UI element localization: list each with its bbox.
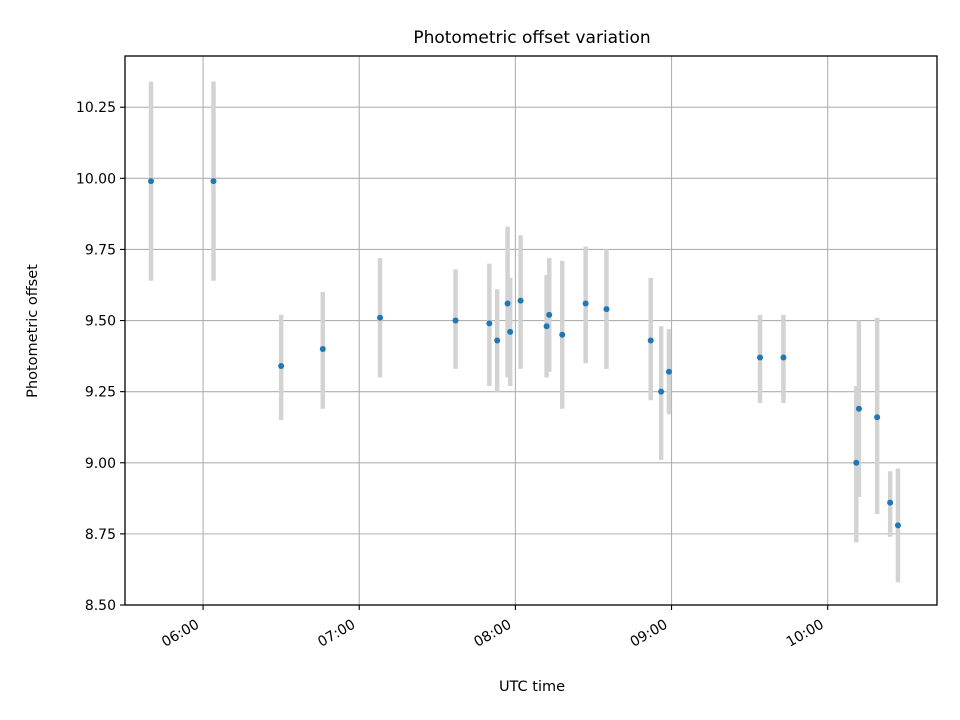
data-point	[887, 499, 894, 506]
y-axis-label: Photometric offset	[25, 264, 41, 398]
x-axis-label: UTC time	[499, 679, 565, 695]
data-point	[507, 328, 514, 335]
y-tick-label: 9.25	[85, 385, 116, 401]
chart-title: Photometric offset variation	[413, 28, 650, 48]
data-point	[780, 354, 787, 361]
x-tick-label: 08:00	[471, 617, 514, 651]
data-point	[894, 522, 901, 529]
y-tick-label: 8.75	[85, 527, 116, 543]
data-point	[494, 337, 501, 344]
data-point	[546, 311, 553, 318]
data-point	[665, 368, 672, 375]
data-point	[210, 178, 217, 185]
data-point	[603, 306, 610, 313]
data-point	[319, 345, 326, 352]
data-point	[582, 300, 589, 307]
data-point	[757, 354, 764, 361]
y-tick-label: 9.50	[85, 314, 116, 330]
data-point	[517, 297, 524, 304]
data-point	[148, 178, 155, 185]
y-axis-ticks: 8.50 8.75 9.00 9.25 9.50 9.75 10.00 10.25	[76, 100, 125, 614]
data-point	[874, 414, 881, 421]
data-point	[377, 314, 384, 321]
x-axis-ticks: 06:00 07:00 08:00 09:00 10:00	[159, 605, 829, 651]
grid-lines	[125, 56, 937, 606]
data-point	[559, 331, 566, 338]
error-bars	[148, 81, 901, 583]
data-point	[278, 363, 285, 370]
data-point	[658, 388, 665, 395]
data-point	[647, 337, 654, 344]
data-points	[148, 178, 901, 529]
data-point	[855, 405, 862, 412]
y-tick-label: 10.25	[76, 100, 116, 116]
y-tick-label: 10.00	[76, 171, 116, 187]
x-tick-label: 06:00	[159, 617, 202, 651]
data-point	[486, 320, 493, 327]
x-tick-label: 07:00	[315, 617, 358, 651]
data-point	[543, 323, 550, 330]
y-tick-label: 9.00	[85, 456, 116, 472]
plot-area-frame	[124, 55, 938, 606]
data-point	[504, 300, 511, 307]
data-point	[452, 317, 459, 324]
x-tick-label: 09:00	[628, 617, 671, 651]
data-point	[853, 459, 860, 466]
y-tick-label: 9.75	[85, 242, 116, 258]
x-tick-label: 10:00	[784, 617, 827, 651]
y-tick-label: 8.50	[85, 598, 116, 614]
